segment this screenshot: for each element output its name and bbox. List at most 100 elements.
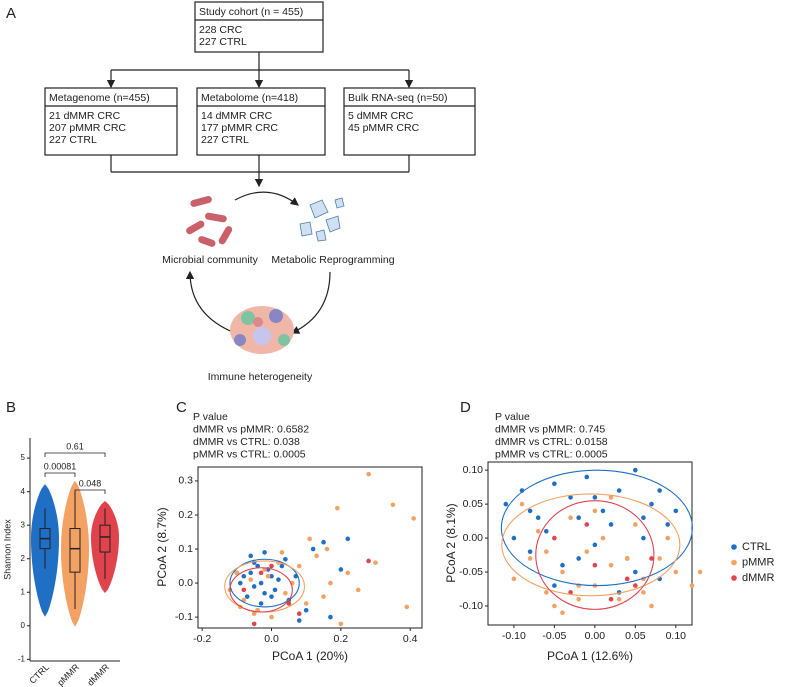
point [366,471,371,477]
point [328,580,333,586]
y-axis-label: PCoA 2 (8.7%) [155,507,169,586]
point [248,577,254,582]
point [269,573,274,579]
point [560,562,565,568]
bacteria-icon [186,196,233,247]
flow-box [44,87,178,156]
point [527,508,533,514]
annotation: dMMR vs CTRL: 0.0158 [495,436,608,448]
flow-box-line: 227 CTRL [201,134,249,146]
point [241,587,247,593]
box [99,524,111,553]
y-tick-label: 0.1 [178,543,193,555]
legend-label: dMMR [742,572,774,584]
point [262,550,267,555]
flow-box [194,1,324,53]
point [535,515,541,520]
x-tick-label: 0.2 [334,633,349,645]
point [592,562,598,568]
point [649,501,654,507]
point [584,474,590,480]
y-tick-label: -0.1 [175,611,193,623]
point [584,522,590,527]
point [576,515,581,520]
y-tick-label: 0.0 [178,577,193,589]
point [303,601,309,606]
illustration-label: Immune heterogeneity [208,371,313,383]
y-tick-label: 0.05 [463,498,484,510]
point [657,488,662,493]
legend-swatch [731,544,737,550]
point [511,576,517,582]
point [568,515,573,520]
point [272,587,278,593]
point [307,536,312,542]
y-tick-label: 4 [21,487,26,496]
x-tick-label: -0.2 [193,633,211,645]
point [321,539,326,545]
point [673,508,679,514]
annotation: dMMR vs CTRL: 0.038 [193,436,300,448]
x-tick-label: -0.10 [502,630,526,642]
y-axis-label: Shannon Index [2,519,12,580]
point [543,549,549,554]
point [657,556,662,561]
point [535,528,541,534]
point [251,611,257,617]
confidence-ellipse [500,469,693,587]
point [258,580,264,586]
x-tick-label: 0.10 [666,630,687,642]
legend-swatch [731,575,737,581]
point [355,587,361,593]
annotation: P value [495,411,530,423]
significance-bracket [44,472,76,477]
point [303,608,309,613]
x-axis-label: PCoA 1 (12.6%) [547,649,633,663]
p-value-label: 0.61 [66,441,84,451]
point [404,604,410,610]
point [560,610,565,616]
point [600,508,606,514]
illustration-label: Microbial community [162,254,258,266]
point [689,583,695,588]
point [665,522,671,527]
confidence-ellipse [229,558,300,608]
point [568,590,573,595]
x-tick-label: 0.4 [403,633,418,645]
point [649,556,654,561]
point [608,522,614,527]
flow-box-line: 5 dMMR CRC [348,110,414,122]
point [608,596,614,602]
point [338,621,344,627]
point [624,556,630,561]
plot-frame [487,461,693,626]
point [283,556,288,562]
flow-box-title: Bulk RNA-seq (n=50) [348,92,448,104]
confidence-ellipse [229,567,293,613]
point [608,495,614,500]
point [265,573,271,579]
legend-swatch [731,559,737,566]
point [262,590,267,596]
flow-box-title: Study cohort (n = 455) [199,6,303,18]
point [552,583,557,588]
point [649,603,654,609]
p-value-label: 0.048 [79,478,102,488]
point [241,573,247,579]
confidence-ellipse [535,500,655,610]
metabolite-icon [299,197,345,242]
flow-box-line: 227 CTRL [49,134,97,146]
point [255,563,260,569]
point [276,577,281,582]
point [248,553,254,559]
flow-box-line: 45 pMMR CRC [348,122,420,134]
y-tick-label: -0.10 [459,600,483,612]
annotation: P value [193,411,228,423]
annotation: dMMR vs pMMR: 0.6582 [193,423,309,435]
y-axis-label: PCoA 2 (8.1%) [444,503,458,582]
point [592,542,598,548]
point [552,481,557,487]
point [576,556,581,561]
point [279,563,285,569]
annotation: pMMR vs CTRL: 0.0005 [495,448,608,460]
